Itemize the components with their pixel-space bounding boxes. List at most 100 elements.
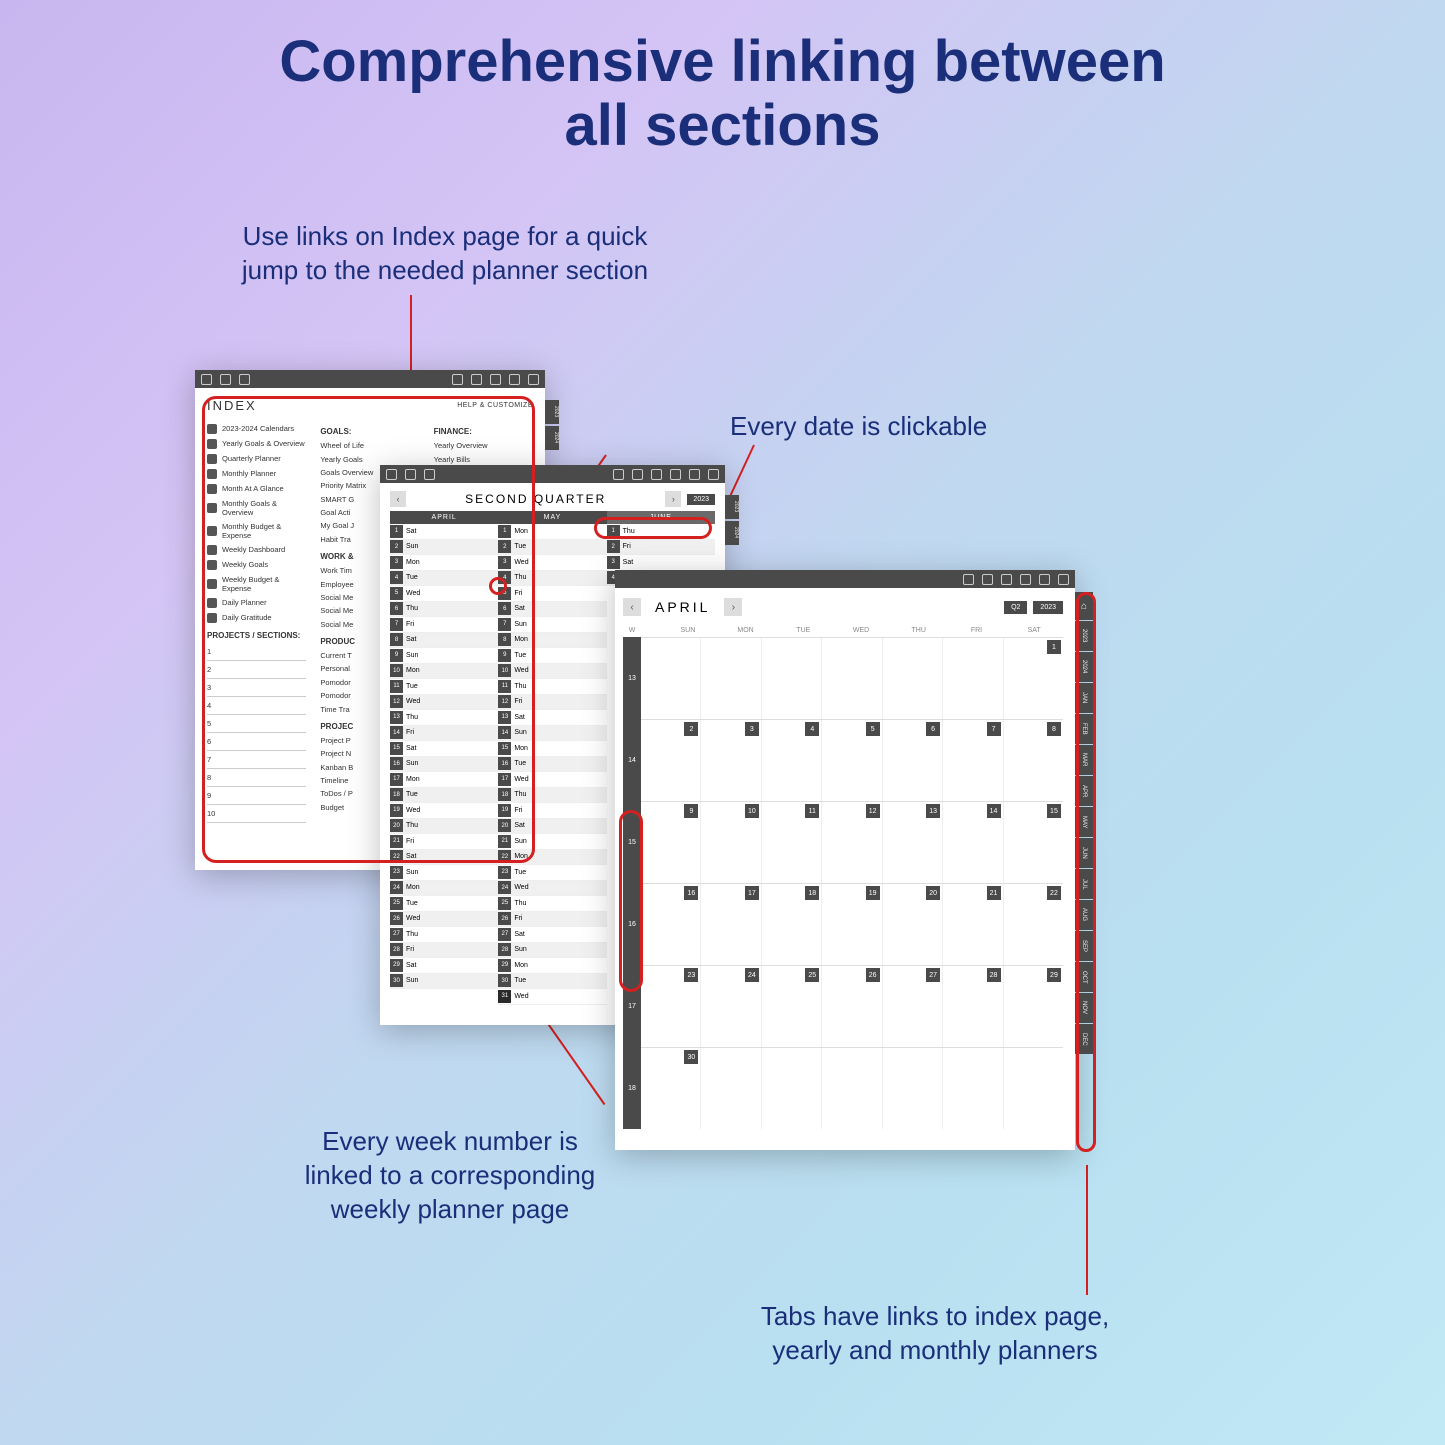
month-day-cell[interactable]: 21 xyxy=(943,884,1003,965)
quarter-day-row[interactable]: 29Sat xyxy=(390,958,498,974)
quarter-day-row[interactable]: 27Sat xyxy=(498,927,606,943)
month-day-cell[interactable]: 26 xyxy=(822,966,882,1047)
day-number: 30 xyxy=(390,974,403,987)
quarter-day-row[interactable]: 31Wed xyxy=(498,989,606,1005)
month-day-cell[interactable] xyxy=(762,638,822,719)
month-day-cell[interactable]: 5 xyxy=(822,720,882,801)
month-day-cell[interactable] xyxy=(883,638,943,719)
month-day-cell[interactable]: 12 xyxy=(822,802,882,883)
month-day-cell[interactable]: 27 xyxy=(883,966,943,1047)
next-month-arrow[interactable]: › xyxy=(724,598,742,616)
quarter-side-tab[interactable]: 2023 xyxy=(725,495,739,519)
month-day-cell[interactable]: 28 xyxy=(943,966,1003,1047)
y-icon[interactable] xyxy=(452,374,463,385)
quarter-day-row[interactable]: 30Tue xyxy=(498,974,606,990)
quarter-day-row[interactable]: 25Thu xyxy=(498,896,606,912)
a-icon[interactable] xyxy=(1001,574,1012,585)
back-icon[interactable] xyxy=(1058,574,1069,585)
month-day-cell[interactable]: 1 xyxy=(1004,638,1063,719)
y-icon[interactable] xyxy=(613,469,624,480)
nav-icon[interactable] xyxy=(220,374,231,385)
prev-month-arrow[interactable]: ‹ xyxy=(623,598,641,616)
quarter-side-tab[interactable]: 2024 xyxy=(725,521,739,545)
month-day-cell[interactable]: 10 xyxy=(701,802,761,883)
month-day-cell[interactable] xyxy=(822,638,882,719)
month-day-cell[interactable]: 23 xyxy=(641,966,701,1047)
month-day-cell[interactable]: 30 xyxy=(641,1048,701,1129)
quarter-day-row[interactable]: 24Mon xyxy=(390,881,498,897)
month-day-cell[interactable]: 16 xyxy=(641,884,701,965)
check-icon[interactable] xyxy=(239,374,250,385)
month-day-cell[interactable] xyxy=(701,1048,761,1129)
month-day-cell[interactable]: 15 xyxy=(1004,802,1063,883)
month-day-cell[interactable]: 7 xyxy=(943,720,1003,801)
week-number[interactable]: 13 xyxy=(623,637,641,719)
month-day-cell[interactable]: 8 xyxy=(1004,720,1063,801)
m-icon[interactable] xyxy=(490,374,501,385)
month-day-cell[interactable]: 14 xyxy=(943,802,1003,883)
week-number[interactable]: 18 xyxy=(623,1047,641,1129)
month-day-cell[interactable] xyxy=(943,1048,1003,1129)
highlight-tabs xyxy=(1076,592,1096,1152)
q-icon[interactable] xyxy=(982,574,993,585)
a-icon[interactable] xyxy=(651,469,662,480)
home-icon[interactable] xyxy=(201,374,212,385)
y-icon[interactable] xyxy=(963,574,974,585)
month-day-cell[interactable] xyxy=(701,638,761,719)
month-day-cell[interactable]: 9 xyxy=(641,802,701,883)
quarter-day-row[interactable]: 29Mon xyxy=(498,958,606,974)
month-day-cell[interactable] xyxy=(943,638,1003,719)
back-icon[interactable] xyxy=(708,469,719,480)
quarter-day-row[interactable]: 23Tue xyxy=(498,865,606,881)
quarter-day-row[interactable]: 26Wed xyxy=(390,912,498,928)
month-year-chip[interactable]: 2023 xyxy=(1033,601,1063,614)
month-day-cell[interactable]: 2 xyxy=(641,720,701,801)
index-side-tab[interactable]: 2024 xyxy=(545,426,559,450)
month-day-cell[interactable] xyxy=(641,638,701,719)
w-icon[interactable] xyxy=(1039,574,1050,585)
month-day-cell[interactable]: 11 xyxy=(762,802,822,883)
q-icon[interactable] xyxy=(471,374,482,385)
q-icon[interactable] xyxy=(632,469,643,480)
month-day-cell[interactable]: 20 xyxy=(883,884,943,965)
quarter-day-row[interactable]: 30Sun xyxy=(390,974,498,990)
quarter-day-row[interactable]: 28Sun xyxy=(498,943,606,959)
next-arrow[interactable]: › xyxy=(665,491,681,507)
day-num-chip: 21 xyxy=(987,886,1001,900)
month-day-cell[interactable] xyxy=(762,1048,822,1129)
quarter-day-row[interactable]: 23Sun xyxy=(390,865,498,881)
month-day-cell[interactable]: 4 xyxy=(762,720,822,801)
m-icon[interactable] xyxy=(1020,574,1031,585)
quarter-day-row[interactable]: 3Sat xyxy=(607,555,715,571)
month-day-cell[interactable]: 6 xyxy=(883,720,943,801)
month-day-cell[interactable]: 3 xyxy=(701,720,761,801)
month-day-cell[interactable]: 17 xyxy=(701,884,761,965)
d-icon[interactable] xyxy=(528,374,539,385)
quarter-day-row[interactable]: 25Tue xyxy=(390,896,498,912)
quarter-day-row[interactable]: 28Fri xyxy=(390,943,498,959)
month-day-cell[interactable] xyxy=(822,1048,882,1129)
week-number[interactable]: 14 xyxy=(623,719,641,801)
month-day-cell[interactable] xyxy=(1004,1048,1063,1129)
w-icon[interactable] xyxy=(509,374,520,385)
index-side-tab[interactable]: 2023 xyxy=(545,400,559,424)
month-q-chip[interactable]: Q2 xyxy=(1004,601,1027,614)
month-day-cell[interactable]: 22 xyxy=(1004,884,1063,965)
quarter-day-row[interactable]: 27Thu xyxy=(390,927,498,943)
m-icon[interactable] xyxy=(670,469,681,480)
month-day-cell[interactable]: 18 xyxy=(762,884,822,965)
month-day-cell[interactable]: 19 xyxy=(822,884,882,965)
month-day-cell[interactable] xyxy=(883,1048,943,1129)
month-day-cell[interactable]: 29 xyxy=(1004,966,1063,1047)
day-num-chip: 27 xyxy=(926,968,940,982)
month-day-cell[interactable]: 25 xyxy=(762,966,822,1047)
month-day-cell[interactable]: 24 xyxy=(701,966,761,1047)
quarter-day-row[interactable]: 26Fri xyxy=(498,912,606,928)
day-name: Sat xyxy=(623,559,634,566)
quarter-day-row[interactable]: 2Fri xyxy=(607,540,715,556)
w-icon[interactable] xyxy=(689,469,700,480)
month-day-cell[interactable]: 13 xyxy=(883,802,943,883)
callout-tabs-line xyxy=(1086,1165,1088,1295)
quarter-day-row[interactable]: 24Wed xyxy=(498,881,606,897)
quarter-year[interactable]: 2023 xyxy=(687,494,715,505)
